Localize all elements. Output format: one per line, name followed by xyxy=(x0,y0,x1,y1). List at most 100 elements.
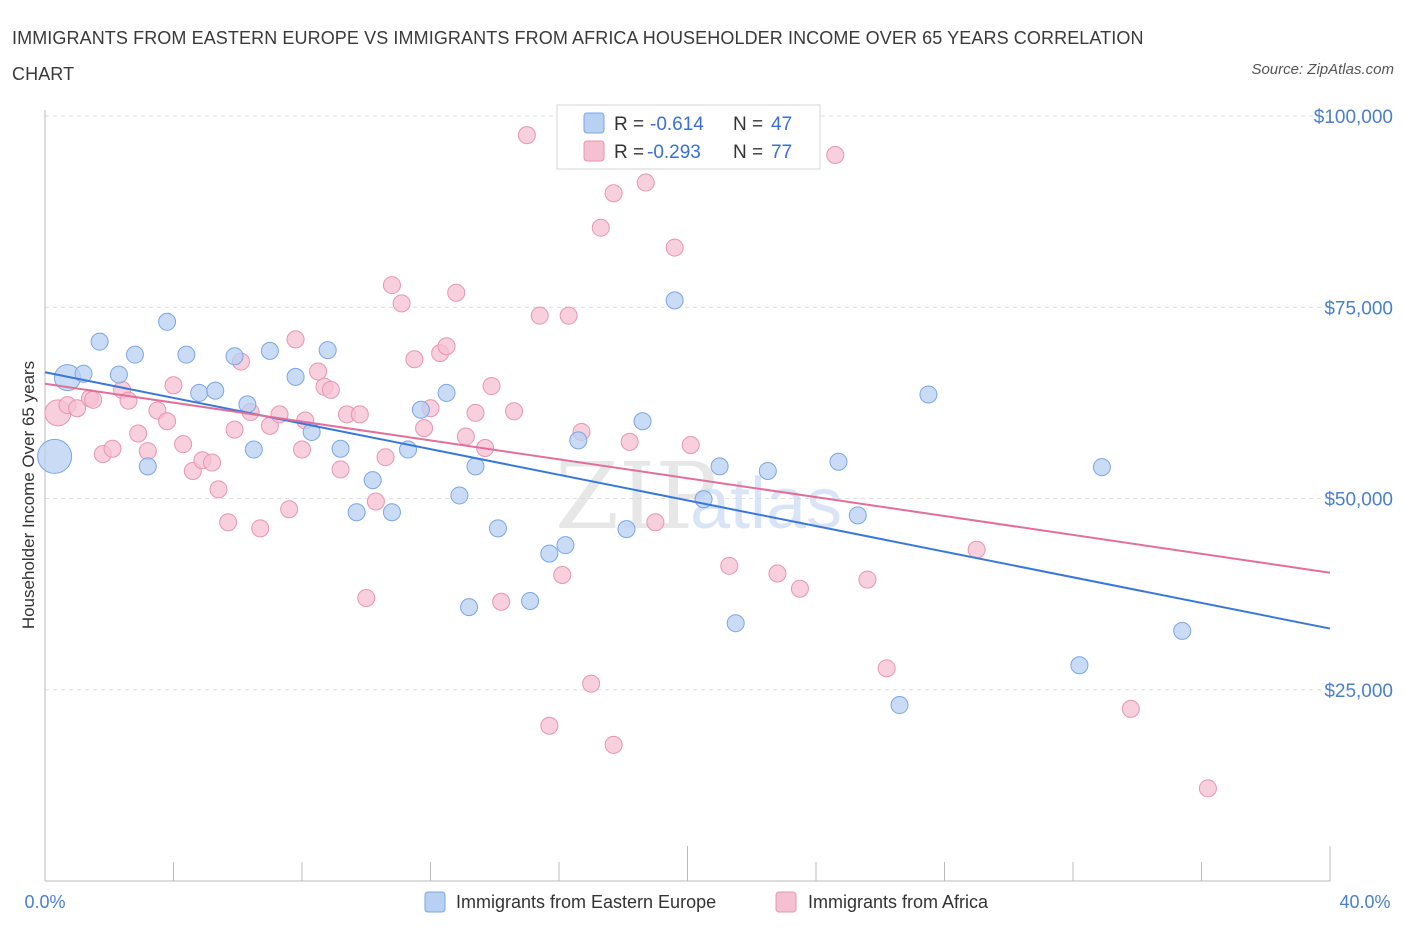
eastern-europe-point xyxy=(225,347,244,366)
africa-point xyxy=(293,440,311,459)
eastern-europe-point xyxy=(848,506,867,525)
africa-point xyxy=(681,435,700,454)
africa-point xyxy=(437,337,456,356)
legend-n-value-1: 47 xyxy=(771,114,792,135)
legend-r-label-2: R = xyxy=(614,142,644,163)
africa-point xyxy=(68,399,87,418)
y-tick-label: $75,000 xyxy=(1324,298,1393,319)
africa-point xyxy=(376,448,395,467)
series-legend-label-blue: Immigrants from Eastern Europe xyxy=(456,892,716,912)
y-tick-label: $25,000 xyxy=(1324,681,1393,702)
eastern-europe-point xyxy=(138,457,157,476)
africa-point xyxy=(456,427,475,446)
trend-lines xyxy=(44,371,1331,630)
y-tick-label: $50,000 xyxy=(1324,490,1393,511)
eastern-europe-point xyxy=(411,400,430,419)
africa-point xyxy=(129,424,148,443)
africa-point xyxy=(382,276,401,295)
africa-point xyxy=(540,716,559,735)
legend-swatch-blue xyxy=(583,112,605,134)
eastern-europe-point xyxy=(1173,621,1192,640)
eastern-europe-point xyxy=(206,381,225,400)
eastern-europe-point xyxy=(521,592,540,611)
eastern-europe-point xyxy=(331,439,350,458)
africa-point xyxy=(636,173,655,192)
africa-point xyxy=(357,588,376,607)
africa-point xyxy=(321,380,340,399)
africa-point xyxy=(447,283,466,302)
series-legend-swatch-blue xyxy=(424,891,446,913)
source-label: Source: ZipAtlas.com xyxy=(1251,61,1394,78)
eastern-europe-point xyxy=(177,345,196,364)
africa-point xyxy=(286,330,305,349)
legend-n-label-1: N = xyxy=(733,114,763,135)
africa-point xyxy=(1198,779,1217,798)
eastern-europe-point xyxy=(260,341,279,360)
africa-point xyxy=(720,556,739,575)
legend-n-value-2: 77 xyxy=(771,142,792,163)
eastern-europe-point xyxy=(347,503,366,522)
eastern-europe-point xyxy=(488,519,507,538)
africa-point xyxy=(415,419,434,438)
africa-point xyxy=(559,306,578,325)
africa-point xyxy=(350,405,369,424)
africa-point xyxy=(1121,699,1140,718)
africa-point xyxy=(103,439,122,458)
africa-point xyxy=(790,579,809,598)
eastern-europe-point xyxy=(1092,458,1111,477)
africa-point xyxy=(530,306,549,325)
africa-point xyxy=(604,735,623,754)
africa-point xyxy=(164,376,183,395)
eastern-europe-point xyxy=(466,457,485,476)
africa-point xyxy=(138,442,157,461)
legend-swatch-pink xyxy=(583,140,605,162)
africa-point xyxy=(209,480,228,499)
eastern-europe-point xyxy=(569,431,588,450)
africa-point xyxy=(768,564,787,583)
chart-title: IMMIGRANTS FROM EASTERN EUROPE VS IMMIGR… xyxy=(12,28,1144,84)
eastern-europe-point xyxy=(665,291,684,310)
eastern-europe-point xyxy=(540,544,559,563)
africa-point xyxy=(582,674,601,693)
africa-point xyxy=(225,420,244,439)
eastern-europe-point xyxy=(109,365,128,384)
eastern-europe-point xyxy=(890,696,909,715)
africa-point xyxy=(174,435,193,454)
africa-point xyxy=(858,570,877,589)
eastern-europe-point xyxy=(238,395,257,414)
eastern-europe-point xyxy=(37,438,73,474)
eastern-europe-point xyxy=(158,312,177,331)
eastern-europe-point xyxy=(633,412,652,431)
africa-point xyxy=(331,460,350,479)
africa-point xyxy=(392,294,411,313)
africa-point xyxy=(251,519,270,538)
eastern-europe-point xyxy=(758,461,777,480)
x-tick-label-max: 40.0% xyxy=(1339,892,1390,912)
legend-n-label-2: N = xyxy=(733,142,763,163)
eastern-europe-point xyxy=(363,471,382,490)
eastern-europe-point xyxy=(556,536,575,555)
legend-r-value-2: -0.293 xyxy=(647,142,701,163)
eastern-europe-point xyxy=(125,345,144,364)
eastern-europe-trend-line xyxy=(44,371,1331,630)
africa-point xyxy=(604,184,623,203)
africa-point xyxy=(646,513,665,532)
eastern-europe-point xyxy=(829,452,848,471)
eastern-europe-point xyxy=(74,364,93,383)
eastern-europe-point xyxy=(1070,656,1089,675)
series-legend-label-pink: Immigrants from Africa xyxy=(808,892,989,912)
africa-point xyxy=(366,492,385,511)
africa-point xyxy=(158,412,177,431)
series-legend: Immigrants from Eastern Europe Immigrant… xyxy=(424,891,989,913)
eastern-europe-point xyxy=(710,457,729,476)
y-axis-title: Householder Income Over 65 years xyxy=(19,361,38,629)
africa-point xyxy=(309,362,328,381)
africa-point xyxy=(203,453,222,472)
eastern-europe-point xyxy=(437,383,456,402)
stats-legend: R = -0.614 N = 47 R = -0.293 N = 77 xyxy=(556,104,821,170)
eastern-europe-point xyxy=(919,385,938,404)
africa-point xyxy=(826,146,845,165)
eastern-europe-point xyxy=(726,614,745,633)
watermark: ZIP atlas xyxy=(555,443,842,550)
